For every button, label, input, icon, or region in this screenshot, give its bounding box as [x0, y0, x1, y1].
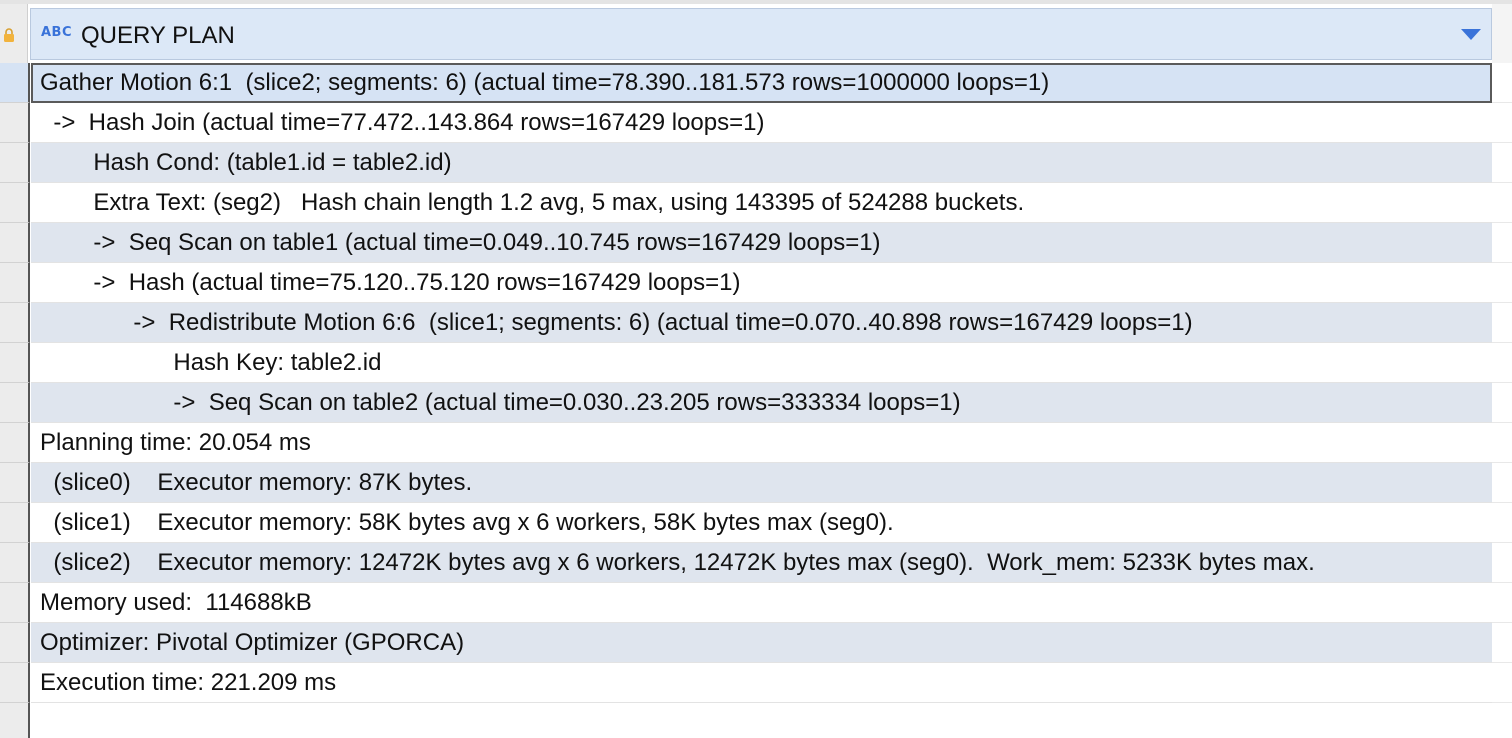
- result-rows: Gather Motion 6:1 (slice2; segments: 6) …: [0, 63, 1512, 703]
- row-header[interactable]: [0, 503, 30, 543]
- row-gutter: [1492, 503, 1512, 543]
- row-header[interactable]: [0, 623, 30, 663]
- query-plan-cell[interactable]: Extra Text: (seg2) Hash chain length 1.2…: [31, 183, 1492, 223]
- column-title: QUERY PLAN: [81, 22, 235, 49]
- query-plan-cell[interactable]: (slice1) Executor memory: 58K bytes avg …: [31, 503, 1492, 543]
- row-header[interactable]: [0, 463, 30, 503]
- query-plan-cell[interactable]: Optimizer: Pivotal Optimizer (GPORCA): [31, 623, 1492, 663]
- row-header-empty: [0, 703, 30, 738]
- query-plan-cell[interactable]: -> Hash (actual time=75.120..75.120 rows…: [31, 263, 1492, 303]
- query-plan-cell[interactable]: (slice0) Executor memory: 87K bytes.: [31, 463, 1492, 503]
- text-type-icon: ABC: [41, 25, 73, 40]
- table-row[interactable]: Hash Key: table2.id: [0, 343, 1512, 383]
- row-gutter: [1492, 343, 1512, 383]
- row-gutter: [1492, 663, 1512, 703]
- row-gutter: [1492, 543, 1512, 583]
- query-plan-cell[interactable]: Execution time: 221.209 ms: [31, 663, 1492, 703]
- table-row[interactable]: (slice1) Executor memory: 58K bytes avg …: [0, 503, 1512, 543]
- row-gutter: [1492, 263, 1512, 303]
- row-gutter: [1492, 463, 1512, 503]
- grid-header: ABC QUERY PLAN: [0, 4, 1512, 63]
- row-gutter: [1492, 223, 1512, 263]
- table-row[interactable]: Extra Text: (seg2) Hash chain length 1.2…: [0, 183, 1512, 223]
- lock-icon: [4, 28, 14, 42]
- row-gutter: [1492, 383, 1512, 423]
- row-header[interactable]: [0, 663, 30, 703]
- query-plan-cell[interactable]: -> Hash Join (actual time=77.472..143.86…: [31, 103, 1492, 143]
- row-header[interactable]: [0, 583, 30, 623]
- row-header[interactable]: [0, 303, 30, 343]
- row-header[interactable]: [0, 63, 30, 103]
- row-gutter: [1492, 183, 1512, 223]
- row-gutter: [1492, 143, 1512, 183]
- row-header[interactable]: [0, 103, 30, 143]
- query-plan-cell[interactable]: Hash Key: table2.id: [31, 343, 1492, 383]
- query-plan-cell[interactable]: -> Seq Scan on table2 (actual time=0.030…: [31, 383, 1492, 423]
- table-row[interactable]: -> Seq Scan on table1 (actual time=0.049…: [0, 223, 1512, 263]
- query-plan-cell[interactable]: -> Seq Scan on table1 (actual time=0.049…: [31, 223, 1492, 263]
- table-row[interactable]: Memory used: 114688kB: [0, 583, 1512, 623]
- empty-grid-area: [0, 703, 1512, 738]
- query-plan-cell[interactable]: Hash Cond: (table1.id = table2.id): [31, 143, 1492, 183]
- toolbar-edge: [0, 0, 1512, 4]
- table-row[interactable]: Optimizer: Pivotal Optimizer (GPORCA): [0, 623, 1512, 663]
- row-header-corner[interactable]: [0, 4, 28, 63]
- row-header[interactable]: [0, 383, 30, 423]
- row-gutter: [1492, 303, 1512, 343]
- row-header[interactable]: [0, 143, 30, 183]
- query-plan-cell[interactable]: Gather Motion 6:1 (slice2; segments: 6) …: [31, 63, 1492, 103]
- table-row[interactable]: Hash Cond: (table1.id = table2.id): [0, 143, 1512, 183]
- column-header-query-plan[interactable]: ABC QUERY PLAN: [30, 8, 1492, 60]
- table-row[interactable]: Execution time: 221.209 ms: [0, 663, 1512, 703]
- query-plan-cell[interactable]: (slice2) Executor memory: 12472K bytes a…: [31, 543, 1492, 583]
- row-header[interactable]: [0, 543, 30, 583]
- table-row[interactable]: Planning time: 20.054 ms: [0, 423, 1512, 463]
- table-row[interactable]: (slice0) Executor memory: 87K bytes.: [0, 463, 1512, 503]
- table-row[interactable]: (slice2) Executor memory: 12472K bytes a…: [0, 543, 1512, 583]
- table-row[interactable]: -> Redistribute Motion 6:6 (slice1; segm…: [0, 303, 1512, 343]
- sort-dropdown-icon[interactable]: [1461, 29, 1481, 40]
- header-gutter: [1492, 4, 1512, 63]
- row-gutter: [1492, 623, 1512, 663]
- table-row[interactable]: Gather Motion 6:1 (slice2; segments: 6) …: [0, 63, 1512, 103]
- row-header[interactable]: [0, 223, 30, 263]
- row-header[interactable]: [0, 343, 30, 383]
- row-header[interactable]: [0, 263, 30, 303]
- row-gutter: [1492, 583, 1512, 623]
- table-row[interactable]: -> Seq Scan on table2 (actual time=0.030…: [0, 383, 1512, 423]
- query-plan-cell[interactable]: -> Redistribute Motion 6:6 (slice1; segm…: [31, 303, 1492, 343]
- row-gutter: [1492, 63, 1512, 103]
- query-plan-cell[interactable]: Planning time: 20.054 ms: [31, 423, 1492, 463]
- row-header[interactable]: [0, 183, 30, 223]
- row-gutter: [1492, 423, 1512, 463]
- row-header[interactable]: [0, 423, 30, 463]
- table-row[interactable]: -> Hash (actual time=75.120..75.120 rows…: [0, 263, 1512, 303]
- table-row[interactable]: -> Hash Join (actual time=77.472..143.86…: [0, 103, 1512, 143]
- row-gutter: [1492, 103, 1512, 143]
- query-plan-cell[interactable]: Memory used: 114688kB: [31, 583, 1492, 623]
